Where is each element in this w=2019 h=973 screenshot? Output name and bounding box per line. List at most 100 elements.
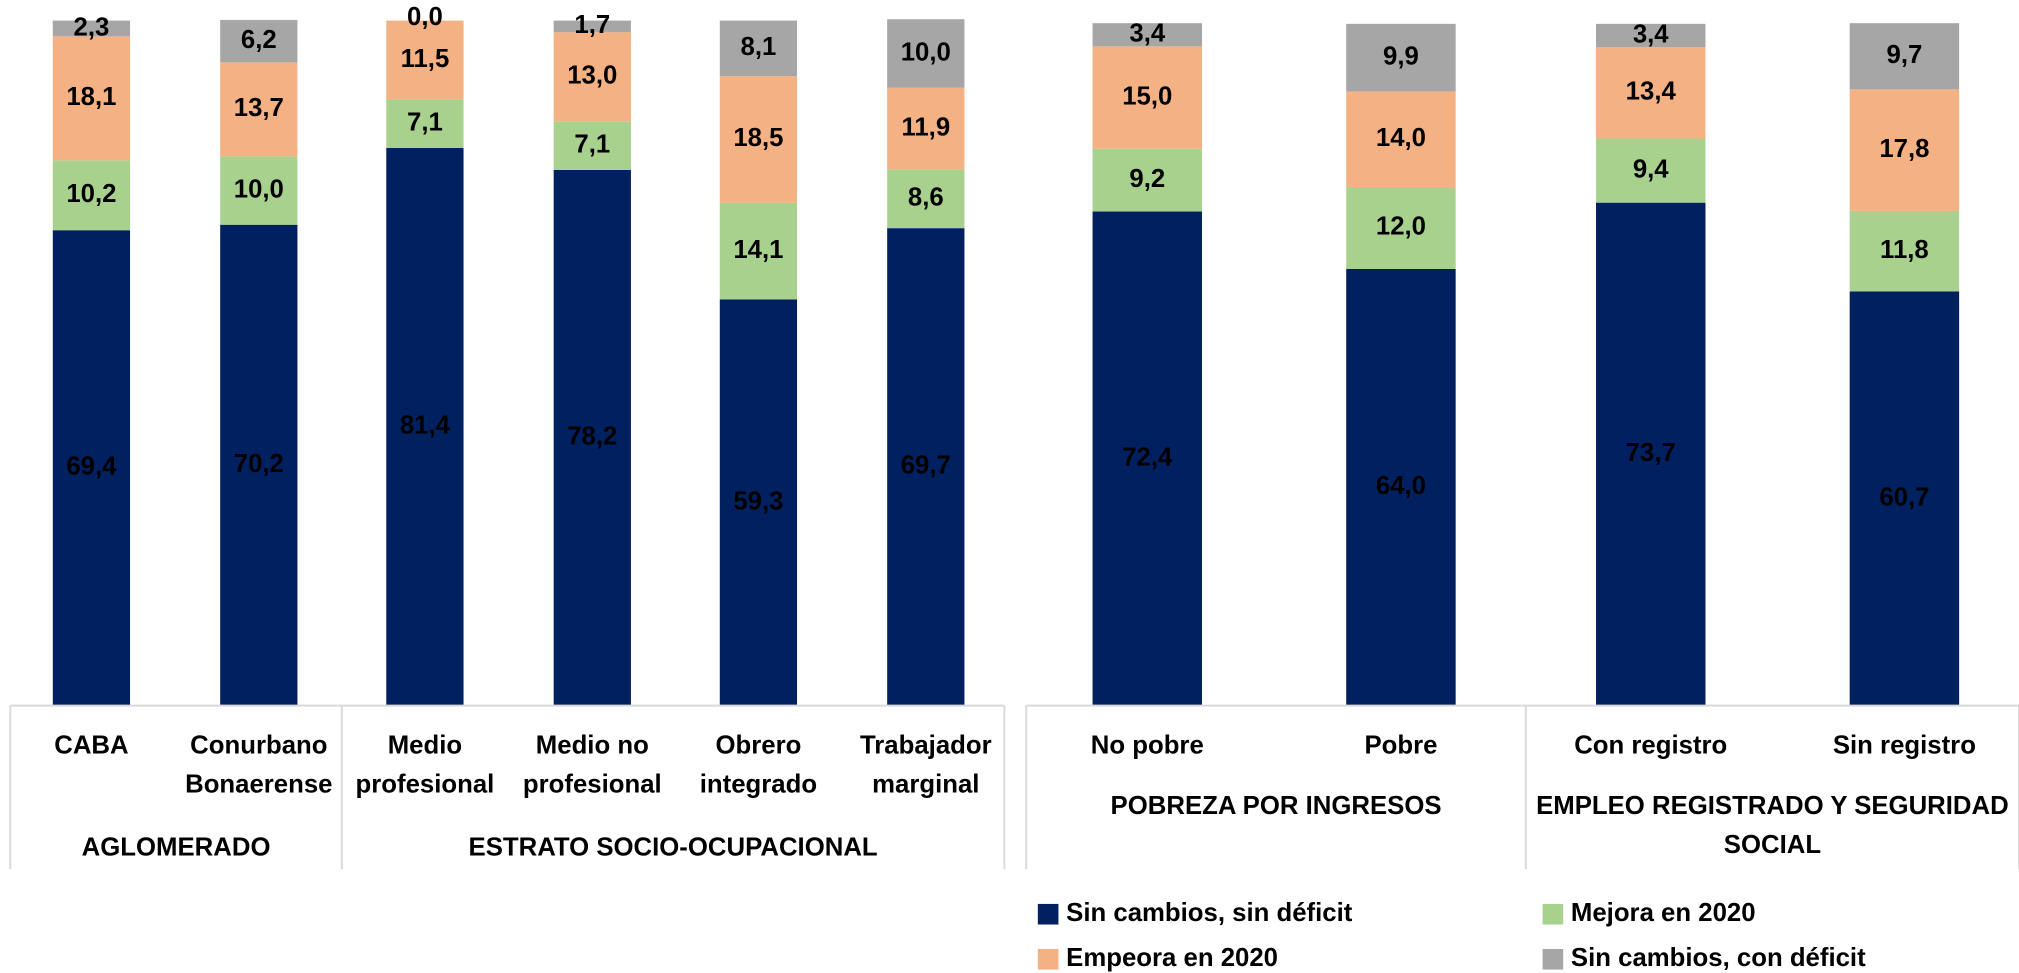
bar-segment bbox=[1849, 89, 1960, 211]
value-label: 15,0 bbox=[1122, 82, 1172, 110]
value-label: 7,1 bbox=[574, 130, 610, 158]
group-label: EMPLEO REGISTRADO Y SEGURIDAD bbox=[1536, 792, 2009, 820]
group-label: SOCIAL bbox=[1724, 831, 1821, 859]
bar-segment bbox=[52, 20, 131, 37]
x-tick-label: profesional bbox=[356, 770, 495, 798]
bar-segment bbox=[1346, 91, 1456, 187]
x-tick-label: profesional bbox=[523, 770, 662, 798]
group-label: AGLOMERADO bbox=[82, 833, 271, 861]
legend-label: Sin cambios, sin déficit bbox=[1066, 899, 1353, 927]
legend-label: Empeora en 2020 bbox=[1066, 944, 1278, 972]
value-label: 17,8 bbox=[1879, 135, 1929, 163]
group-label: POBREZA POR INGRESOS bbox=[1111, 792, 1442, 820]
bar-segment bbox=[719, 76, 798, 203]
bar-segment bbox=[1092, 46, 1203, 149]
bar-segment bbox=[887, 169, 965, 229]
bar-segment bbox=[1596, 47, 1706, 139]
bar-segment bbox=[1346, 23, 1456, 92]
value-label: 0,0 bbox=[407, 3, 443, 31]
bar-segment bbox=[553, 169, 631, 706]
value-label: 11,5 bbox=[401, 45, 450, 73]
x-tick-label: Sin registro bbox=[1833, 732, 1976, 760]
bar-segment bbox=[887, 228, 965, 706]
bar-segment bbox=[386, 148, 464, 706]
x-tick-label: Obrero bbox=[715, 732, 801, 760]
bar-segment bbox=[1596, 202, 1706, 706]
value-label: 3,4 bbox=[1633, 20, 1669, 48]
value-label: 10,0 bbox=[901, 38, 951, 66]
value-label: 18,1 bbox=[66, 83, 116, 111]
x-tick-label: CABA bbox=[54, 732, 128, 760]
legend-label: Sin cambios, con déficit bbox=[1571, 944, 1866, 972]
value-label: 8,6 bbox=[908, 184, 944, 212]
bar-segment bbox=[719, 20, 798, 77]
value-label: 70,2 bbox=[234, 450, 284, 478]
value-label: 13,4 bbox=[1626, 78, 1677, 106]
x-tick-label: Medio bbox=[388, 732, 462, 760]
value-label: 11,8 bbox=[1880, 236, 1929, 264]
group-label: ESTRATO SOCIO-OCUPACIONAL bbox=[469, 833, 878, 861]
x-tick-label: No pobre bbox=[1091, 732, 1204, 760]
bar-segment bbox=[1596, 138, 1706, 203]
legend-swatch bbox=[1542, 948, 1564, 970]
bar-segment bbox=[719, 202, 798, 300]
value-label: 13,0 bbox=[567, 62, 617, 90]
value-label: 18,5 bbox=[733, 124, 783, 152]
value-label: 60,7 bbox=[1879, 483, 1929, 511]
value-label: 14,0 bbox=[1376, 124, 1426, 152]
value-label: 73,7 bbox=[1626, 439, 1676, 467]
bar-segment bbox=[553, 121, 631, 170]
bar-segment bbox=[386, 20, 464, 100]
bar-segment bbox=[220, 156, 298, 225]
bar-segment bbox=[1849, 291, 1960, 706]
value-label: 9,7 bbox=[1887, 41, 1923, 69]
legend-swatch bbox=[1037, 903, 1059, 925]
value-label: 9,9 bbox=[1383, 42, 1419, 70]
x-tick-label: Bonaerense bbox=[185, 770, 332, 798]
legend-label: Mejora en 2020 bbox=[1571, 899, 1756, 927]
bar-segment bbox=[1596, 23, 1706, 48]
value-label: 81,4 bbox=[400, 412, 451, 440]
bar-segment bbox=[220, 62, 298, 157]
bar-segment bbox=[553, 20, 631, 33]
bar-segment bbox=[719, 299, 798, 706]
value-label: 72,4 bbox=[1122, 443, 1173, 471]
value-label: 3,4 bbox=[1129, 20, 1165, 48]
value-label: 10,2 bbox=[66, 180, 116, 208]
bar-segment bbox=[1092, 148, 1203, 212]
value-label: 59,3 bbox=[733, 487, 783, 515]
value-label: 10,0 bbox=[234, 175, 284, 203]
x-tick-label: integrado bbox=[700, 770, 817, 798]
x-tick-label: Conurbano bbox=[190, 732, 327, 760]
bar-segment bbox=[220, 19, 298, 63]
bar-segment bbox=[553, 32, 631, 122]
x-tick-label: Con registro bbox=[1574, 732, 1727, 760]
bar-segment bbox=[1849, 210, 1960, 292]
value-label: 64,0 bbox=[1376, 472, 1426, 500]
bar-segment bbox=[1092, 211, 1203, 706]
x-tick-label: Medio no bbox=[536, 732, 649, 760]
bar-segment bbox=[52, 230, 131, 706]
bar-segment bbox=[1849, 23, 1960, 90]
value-label: 9,2 bbox=[1129, 165, 1165, 193]
value-label: 8,1 bbox=[741, 33, 777, 61]
value-label: 2,3 bbox=[74, 13, 110, 41]
bar-segment bbox=[386, 99, 464, 149]
legend-swatch bbox=[1037, 948, 1059, 970]
value-label: 6,2 bbox=[241, 26, 277, 54]
value-label: 12,0 bbox=[1376, 213, 1426, 241]
bar-segment bbox=[220, 224, 298, 706]
value-label: 7,1 bbox=[407, 108, 443, 136]
bar-segment bbox=[1346, 186, 1456, 269]
bar-segment bbox=[52, 160, 131, 231]
bar-segment bbox=[887, 87, 965, 170]
x-tick-label: Trabajador bbox=[860, 732, 992, 760]
chart-body: 69,4 10,2 18,1 2,3 CABA 70,2 10,0 13,7 6,2 Conurb… bbox=[9, 3, 2019, 972]
x-tick-label: marginal bbox=[872, 770, 979, 798]
value-label: 69,7 bbox=[901, 452, 951, 480]
value-label: 69,4 bbox=[66, 453, 117, 481]
value-label: 9,4 bbox=[1633, 155, 1669, 183]
legend-swatch bbox=[1542, 903, 1564, 925]
bar-segment bbox=[1092, 23, 1203, 47]
